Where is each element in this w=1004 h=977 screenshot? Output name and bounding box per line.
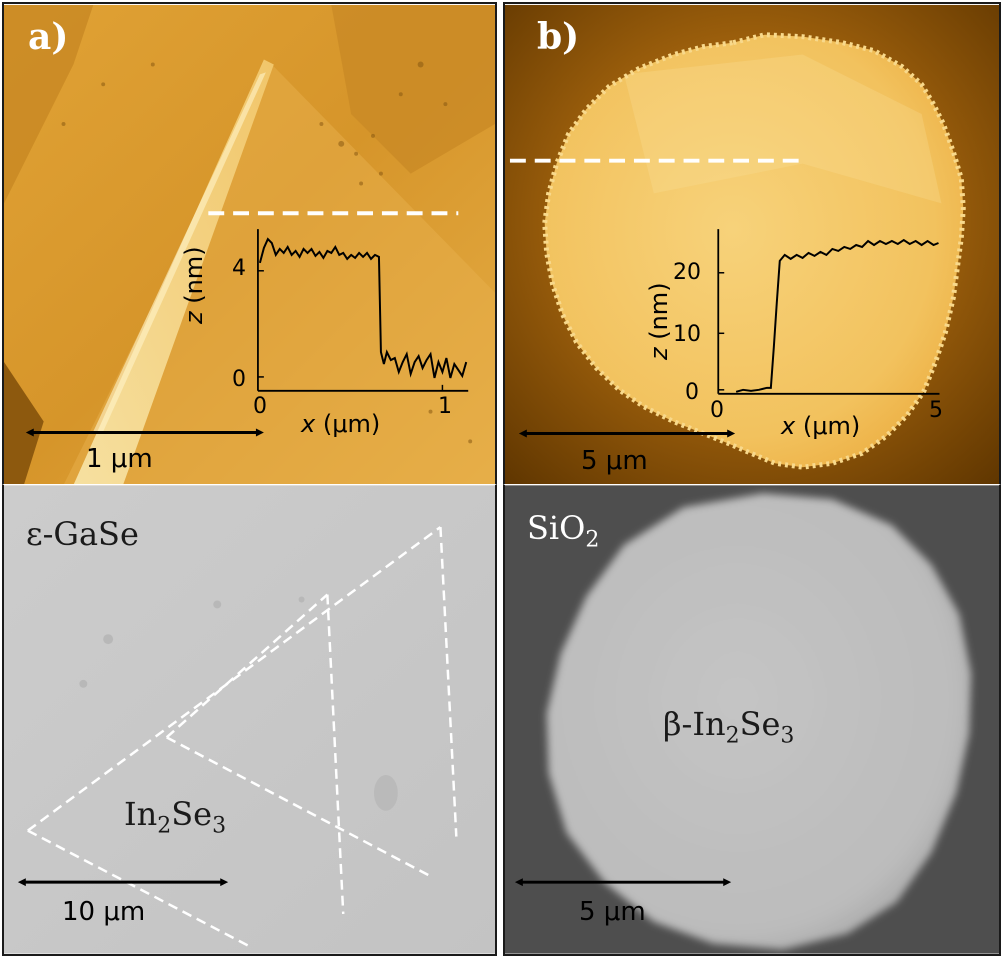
flake-b-afm bbox=[542, 32, 966, 470]
panel-label-b-text: b) bbox=[537, 16, 580, 58]
y-axis-label-b: z (nm) bbox=[645, 230, 673, 360]
x-axis-var: x bbox=[301, 410, 316, 438]
scale-bar-label-a-bottom: 10 μm bbox=[62, 897, 145, 927]
scale-bar-text: 1 μm bbox=[86, 444, 153, 474]
afm-image-a bbox=[4, 4, 495, 486]
substrate-label-text: SiO bbox=[527, 509, 586, 547]
y-tick-label: 4 bbox=[232, 256, 246, 281]
x-tick-label: 0 bbox=[710, 398, 724, 423]
height-profile-inset-b bbox=[717, 229, 940, 395]
flake-label-subscript: 3 bbox=[780, 723, 795, 749]
y-tick-label: 10 bbox=[673, 322, 701, 347]
x-axis-var: x bbox=[781, 412, 796, 440]
sem-image-panel-a: ε-GaSe In2Se3 10 μm bbox=[2, 484, 497, 956]
y-tick-label: 0 bbox=[232, 367, 246, 392]
y-tick-a-0: 0 bbox=[232, 367, 246, 392]
afm-image-panel-b: b) 20 10 0 0 5 z (nm) x (μm) 5 μm bbox=[503, 2, 1001, 486]
x-tick-label: 0 bbox=[253, 394, 267, 419]
sem-image-b bbox=[505, 485, 999, 954]
flake-label-a: In2Se3 bbox=[124, 795, 226, 838]
height-profile-inset-a bbox=[257, 229, 469, 392]
panel-label-b: b) bbox=[537, 16, 579, 58]
sem-image-panel-b: SiO2 β-In2Se3 5 μm bbox=[503, 484, 1001, 956]
x-tick-label: 1 bbox=[438, 394, 452, 419]
flake-label-b: β-In2Se3 bbox=[663, 705, 794, 748]
material-label-text: ε-GaSe bbox=[26, 515, 139, 553]
flake-label-part: In bbox=[124, 795, 158, 833]
x-axis-label-b: x (μm) bbox=[781, 412, 860, 440]
scale-bar-b-bottom bbox=[514, 878, 732, 887]
scale-bar-text: 5 μm bbox=[579, 897, 646, 927]
flake-label-subscript: 3 bbox=[212, 813, 227, 839]
y-axis-label-a: z (nm) bbox=[180, 194, 208, 324]
x-axis-unit: (μm) bbox=[795, 412, 861, 440]
x-axis-label-a: x (μm) bbox=[301, 410, 380, 438]
substrate-label-sio2: SiO2 bbox=[527, 509, 599, 552]
y-tick-label: 0 bbox=[685, 380, 699, 405]
y-axis-unit: (nm) bbox=[180, 246, 208, 312]
scale-bar-b-top bbox=[518, 429, 736, 438]
scale-bar-label-b-top: 5 μm bbox=[581, 446, 648, 476]
material-label-gase: ε-GaSe bbox=[26, 515, 139, 553]
x-tick-a-1: 1 bbox=[438, 394, 452, 419]
x-tick-label: 5 bbox=[929, 398, 943, 423]
scale-bar-a-bottom bbox=[17, 878, 229, 887]
y-tick-b-20: 20 bbox=[673, 260, 701, 285]
flake-label-subscript: 2 bbox=[157, 813, 172, 839]
y-tick-b-0: 0 bbox=[685, 380, 699, 405]
scale-bar-a-top bbox=[25, 428, 264, 437]
flake-label-part: β-In bbox=[663, 705, 726, 743]
y-tick-label: 20 bbox=[673, 260, 701, 285]
panel-label-a: a) bbox=[28, 16, 68, 58]
panel-label-a-text: a) bbox=[28, 16, 69, 58]
scale-bar-label-b-bottom: 5 μm bbox=[579, 897, 646, 927]
scale-bar-label-a-top: 1 μm bbox=[86, 444, 153, 474]
flake-label-subscript: 2 bbox=[725, 723, 740, 749]
x-tick-a-0: 0 bbox=[253, 394, 267, 419]
y-tick-b-10: 10 bbox=[673, 322, 701, 347]
x-axis-unit: (μm) bbox=[315, 410, 381, 438]
y-axis-var: z bbox=[645, 347, 673, 360]
flake-outline-a bbox=[27, 526, 458, 949]
flake-b-sem bbox=[546, 493, 972, 950]
flake-label-part: Se bbox=[739, 705, 781, 743]
substrate-label-subscript: 2 bbox=[585, 527, 600, 553]
y-axis-unit: (nm) bbox=[645, 282, 673, 348]
afm-image-b bbox=[505, 4, 999, 486]
x-tick-b-0: 0 bbox=[710, 398, 724, 423]
y-tick-a-4: 4 bbox=[232, 256, 246, 281]
sem-image-a bbox=[4, 485, 495, 954]
x-tick-b-5: 5 bbox=[929, 398, 943, 423]
y-axis-var: z bbox=[180, 311, 208, 324]
flake-label-part: Se bbox=[171, 795, 213, 833]
afm-image-panel-a: a) 4 0 0 1 z (nm) x (μm) 1 μm bbox=[2, 2, 497, 486]
scale-bar-text: 5 μm bbox=[581, 446, 648, 476]
scale-bar-text: 10 μm bbox=[62, 897, 146, 927]
